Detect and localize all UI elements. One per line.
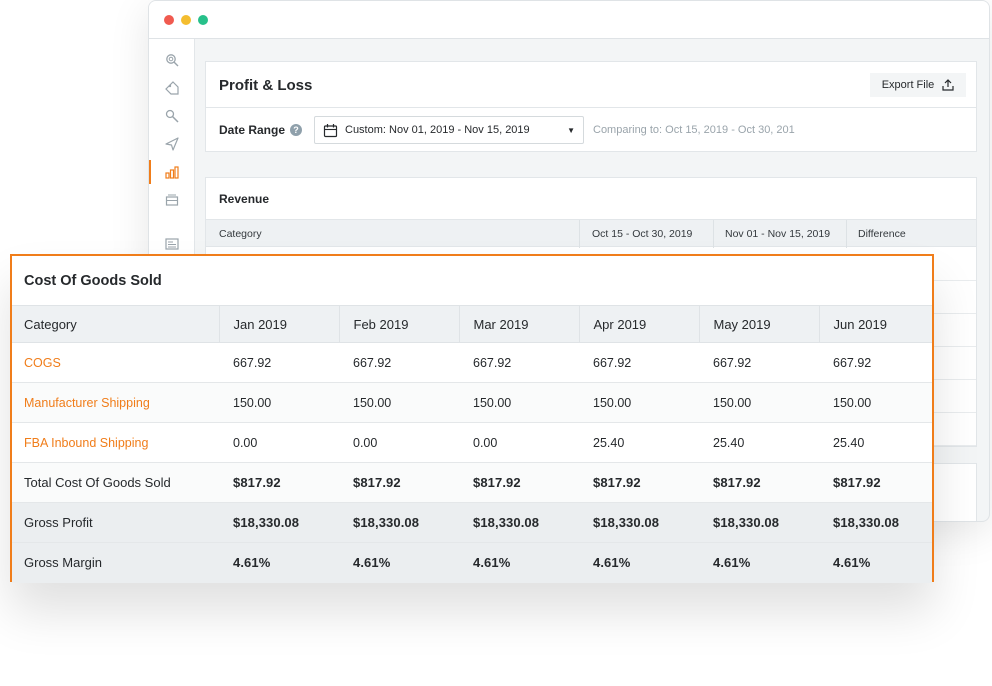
cell-value: 4.61% [459, 542, 579, 583]
cell-value: $817.92 [579, 462, 699, 503]
comparing-text: Comparing to: Oct 15, 2019 - Oct 30, 201 [593, 124, 795, 136]
cell-value: $18,330.08 [699, 502, 819, 543]
total-row: Total Cost Of Goods Sold $817.92 $817.92… [12, 462, 932, 503]
tag-icon[interactable] [165, 81, 179, 95]
gross-margin-row: Gross Margin 4.61% 4.61% 4.61% 4.61% 4.6… [12, 542, 932, 583]
cell-value: $18,330.08 [579, 502, 699, 543]
page-title: Profit & Loss [219, 77, 313, 94]
gross-profit-row: Gross Profit $18,330.08 $18,330.08 $18,3… [12, 502, 932, 543]
cell-value: 667.92 [819, 342, 932, 383]
cell-value: 150.00 [819, 382, 932, 423]
close-window-button[interactable] [164, 15, 174, 25]
cogs-title: Cost Of Goods Sold [24, 273, 162, 289]
upload-icon [942, 79, 954, 91]
revenue-col-oct: Oct 15 - Oct 30, 2019 [592, 228, 693, 240]
cell-value: 150.00 [339, 382, 459, 423]
date-range-value: Custom: Nov 01, 2019 - Nov 15, 2019 [345, 124, 530, 136]
cell-value: $817.92 [339, 462, 459, 503]
cell-value: $817.92 [459, 462, 579, 503]
cell-value: $18,330.08 [219, 502, 339, 543]
cell-value: 667.92 [579, 342, 699, 383]
revenue-col-difference: Difference [858, 228, 906, 240]
col-apr: Apr 2019 [578, 305, 699, 343]
cell-value: 25.40 [699, 422, 819, 463]
chevron-down-icon: ▼ [567, 126, 575, 135]
cell-value: 150.00 [579, 382, 699, 423]
cogs-header-row: Category Jan 2019 Feb 2019 Mar 2019 Apr … [12, 305, 932, 343]
row-label: Gross Profit [12, 502, 219, 543]
table-row: COGS 667.92 667.92 667.92 667.92 667.92 … [12, 342, 932, 383]
export-file-button[interactable]: Export File [870, 73, 966, 97]
export-file-label: Export File [881, 79, 935, 91]
cell-value: 25.40 [819, 422, 932, 463]
divider [206, 107, 976, 108]
cell-value: 4.61% [579, 542, 699, 583]
cell-value: $817.92 [219, 462, 339, 503]
cell-value: 150.00 [219, 382, 339, 423]
cell-value: 667.92 [219, 342, 339, 383]
cell-value: $18,330.08 [459, 502, 579, 543]
cell-value: $18,330.08 [819, 502, 932, 543]
minimize-window-button[interactable] [181, 15, 191, 25]
cogs-table: Category Jan 2019 Feb 2019 Mar 2019 Apr … [12, 305, 932, 583]
help-icon[interactable]: ? [290, 124, 303, 136]
revenue-table-header: Category Oct 15 - Oct 30, 2019 Nov 01 - … [206, 219, 976, 248]
cell-value: $18,330.08 [339, 502, 459, 543]
search-icon[interactable] [165, 53, 179, 67]
table-row: FBA Inbound Shipping 0.00 0.00 0.00 25.4… [12, 422, 932, 463]
cell-value: 667.92 [699, 342, 819, 383]
col-mar: Mar 2019 [458, 305, 579, 343]
revenue-col-category: Category [219, 228, 262, 240]
date-range-select[interactable]: Custom: Nov 01, 2019 - Nov 15, 2019 ▼ [314, 116, 584, 144]
cell-value: $817.92 [699, 462, 819, 503]
date-range-label-text: Date Range [219, 123, 286, 137]
col-may: May 2019 [698, 305, 819, 343]
cell-value: 4.61% [339, 542, 459, 583]
cell-value: 4.61% [219, 542, 339, 583]
cell-value: 667.92 [459, 342, 579, 383]
cell-value: 4.61% [819, 542, 932, 583]
cell-value: 150.00 [699, 382, 819, 423]
row-label: Gross Margin [12, 542, 219, 583]
report-icon[interactable] [165, 237, 179, 251]
profit-loss-panel: Profit & Loss Export File Date Range ? C… [205, 61, 977, 152]
manufacturer-shipping-link[interactable]: Manufacturer Shipping [12, 382, 219, 423]
maximize-window-button[interactable] [198, 15, 208, 25]
inbox-icon[interactable] [165, 193, 179, 207]
cell-value: 4.61% [699, 542, 819, 583]
send-icon[interactable] [165, 137, 179, 151]
cell-value: 0.00 [459, 422, 579, 463]
table-row: Manufacturer Shipping 150.00 150.00 150.… [12, 382, 932, 423]
cell-value: 25.40 [579, 422, 699, 463]
cell-value: 0.00 [339, 422, 459, 463]
pin-icon[interactable] [165, 109, 179, 123]
cell-value: 0.00 [219, 422, 339, 463]
date-range-label: Date Range ? [219, 123, 303, 137]
row-label: Total Cost Of Goods Sold [12, 462, 219, 503]
revenue-title: Revenue [219, 192, 270, 206]
cell-value: $817.92 [819, 462, 932, 503]
cogs-card: Cost Of Goods Sold Category Jan 2019 Feb… [10, 254, 934, 583]
cell-value: 150.00 [459, 382, 579, 423]
col-jan: Jan 2019 [218, 305, 339, 343]
fba-inbound-shipping-link[interactable]: FBA Inbound Shipping [12, 422, 219, 463]
calendar-icon [323, 123, 338, 137]
title-bar [149, 1, 989, 39]
col-category: Category [12, 305, 219, 343]
col-jun: Jun 2019 [818, 305, 932, 343]
bar-chart-icon[interactable] [149, 160, 179, 184]
cogs-link[interactable]: COGS [12, 342, 219, 383]
cell-value: 667.92 [339, 342, 459, 383]
revenue-col-nov: Nov 01 - Nov 15, 2019 [725, 228, 831, 240]
col-feb: Feb 2019 [338, 305, 459, 343]
